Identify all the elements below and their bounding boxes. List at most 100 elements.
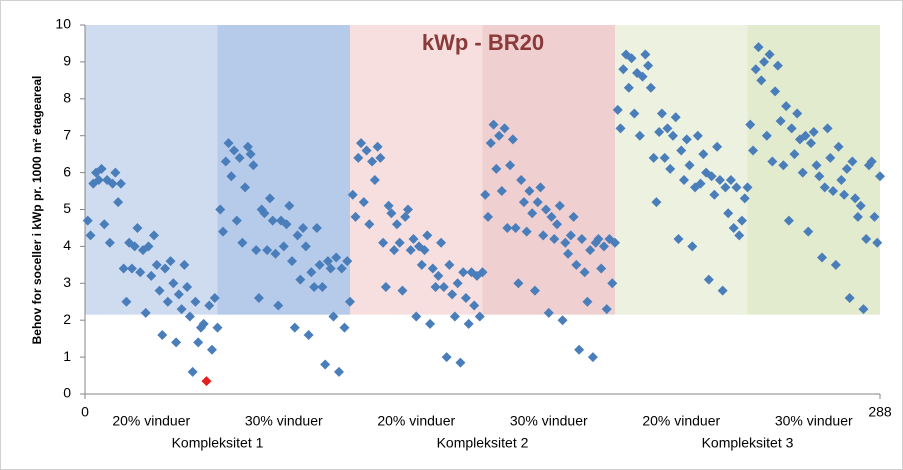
data-point: [405, 245, 416, 256]
data-point: [331, 252, 342, 263]
data-point: [612, 104, 623, 115]
data-point: [113, 197, 124, 208]
data-point: [143, 241, 154, 252]
data-point: [855, 200, 866, 211]
data-point: [154, 285, 165, 296]
data-point: [654, 127, 665, 138]
data-point: [400, 211, 411, 222]
data-point: [201, 376, 212, 387]
data-point: [850, 193, 861, 204]
data-point: [237, 237, 248, 248]
x-category-label: 30% vinduer: [510, 413, 588, 429]
data-point: [571, 259, 582, 270]
data-point: [756, 75, 767, 86]
x-category-label: 20% vinduer: [642, 413, 720, 429]
x-group-label: Kompleksitet 2: [437, 435, 529, 451]
data-point: [709, 189, 720, 200]
data-point: [474, 311, 485, 322]
data-point: [488, 119, 499, 130]
data-point: [333, 366, 344, 377]
data-point: [267, 215, 278, 226]
data-point: [637, 71, 648, 82]
data-point: [532, 197, 543, 208]
data-point: [775, 115, 786, 126]
data-point: [96, 163, 107, 174]
data-point: [869, 211, 880, 222]
data-point: [750, 64, 761, 75]
data-point: [309, 281, 320, 292]
data-point: [836, 174, 847, 185]
y-tick-label: 3: [63, 274, 71, 290]
data-point: [298, 222, 309, 233]
data-point: [852, 211, 863, 222]
data-point: [223, 138, 234, 149]
data-point: [587, 352, 598, 363]
data-point: [670, 112, 681, 123]
data-point: [485, 138, 496, 149]
data-point: [460, 293, 471, 304]
data-point: [391, 219, 402, 230]
data-point: [579, 267, 590, 278]
data-point: [386, 208, 397, 219]
data-point: [535, 182, 546, 193]
data-point: [262, 245, 273, 256]
data-point: [358, 197, 369, 208]
data-point: [830, 259, 841, 270]
data-point: [422, 230, 433, 241]
data-point: [496, 186, 507, 197]
data-point: [714, 174, 725, 185]
data-point: [565, 230, 576, 241]
data-point: [215, 204, 226, 215]
data-point: [513, 278, 524, 289]
data-point: [610, 237, 620, 248]
data-point: [736, 215, 747, 226]
data-point: [295, 274, 306, 285]
data-point: [803, 226, 814, 237]
data-point: [328, 311, 339, 322]
data-point: [753, 42, 764, 53]
data-point: [786, 123, 797, 134]
data-point: [510, 222, 521, 233]
data-point: [176, 304, 187, 315]
data-point: [375, 152, 386, 163]
data-point: [872, 237, 883, 248]
data-point: [311, 222, 322, 233]
chart-title: kWp - BR20: [422, 30, 544, 55]
data-point: [209, 293, 220, 304]
data-point: [206, 344, 217, 355]
data-point: [607, 278, 618, 289]
data-point: [543, 307, 554, 318]
data-point: [82, 215, 93, 226]
data-point: [598, 241, 609, 252]
data-point: [648, 152, 659, 163]
data-point: [107, 178, 118, 189]
data-point: [444, 259, 455, 270]
data-point: [85, 230, 96, 241]
data-point: [419, 245, 430, 256]
data-point: [783, 215, 794, 226]
data-point: [748, 145, 759, 156]
data-point: [240, 182, 251, 193]
data-point: [284, 200, 295, 211]
data-point: [126, 263, 137, 274]
data-point: [629, 108, 640, 119]
data-point: [364, 219, 375, 230]
data-point: [841, 163, 852, 174]
data-point: [797, 167, 808, 178]
data-point: [168, 278, 179, 289]
data-point: [129, 241, 140, 252]
data-point: [430, 281, 441, 292]
data-point: [165, 256, 176, 267]
data-point: [253, 293, 264, 304]
data-point: [875, 171, 885, 182]
data-point: [182, 281, 193, 292]
data-point: [585, 245, 596, 256]
data-point: [242, 141, 253, 152]
data-point: [218, 226, 229, 237]
data-point: [380, 281, 391, 292]
data-point: [731, 182, 742, 193]
data-point: [99, 219, 110, 230]
data-point: [118, 263, 129, 274]
data-point: [817, 252, 828, 263]
data-point: [822, 123, 833, 134]
